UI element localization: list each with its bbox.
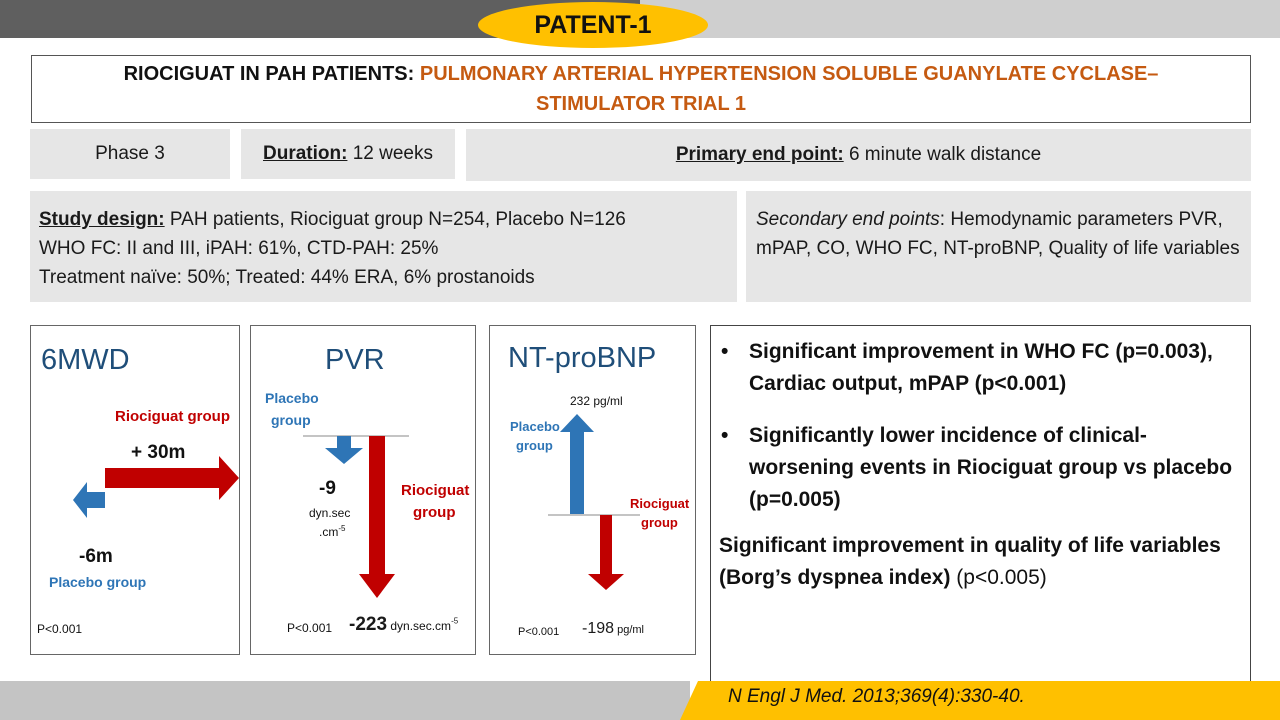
ntprobnp-riociguat-arrow: [588, 515, 624, 590]
pvr-placebo-unit-exp: -5: [338, 524, 346, 533]
ntprobnp-riociguat-unit: pg/ml: [614, 624, 644, 636]
pvr-placebo-unit-2: .cm-5: [319, 524, 346, 539]
panel-6mwd: 6MWD Riociguat group + 30m -6m Placebo g…: [30, 325, 240, 655]
pvr-p-value: P<0.001: [287, 621, 333, 635]
pvr-placebo-label-2: group: [271, 412, 311, 428]
pvr-riociguat-arrow: [359, 436, 395, 598]
secondary-label: Secondary end points: [756, 209, 940, 230]
pvr-placebo-arrow: [325, 436, 363, 464]
mwd-p-value: P<0.001: [37, 622, 83, 636]
secondary-endpoints-box: Secondary end points: Hemodynamic parame…: [746, 191, 1251, 302]
findings-list: • Significant improvement in WHO FC (p=0…: [719, 336, 1239, 594]
badge-text: PATENT-1: [534, 10, 652, 39]
pvr-placebo-value: -9: [319, 478, 336, 499]
phase-box: Phase 3: [30, 129, 230, 179]
pvr-arrows: [303, 435, 409, 598]
design-line-1: Study design: PAH patients, Riociguat gr…: [39, 205, 728, 234]
pvr-riociguat-label-1: Riociguat: [401, 482, 470, 499]
finding-text-1: Significant improvement in WHO FC (p=0.0…: [749, 340, 1213, 395]
title-main: PULMONARY ARTERIAL HYPERTENSION SOLUBLE …: [419, 63, 1159, 115]
ntprobnp-p-value: P<0.001: [518, 626, 560, 638]
primary-label: Primary end point:: [675, 144, 844, 165]
mwd-riociguat-arrow: [105, 456, 239, 500]
title-prefix: RIOCIGUAT IN PAH PATIENTS:: [123, 63, 420, 85]
finding-bullet-2: • Significantly lower incidence of clini…: [719, 420, 1239, 516]
pvr-placebo-unit-1: dyn.sec: [309, 506, 351, 520]
finding-text-2: Significantly lower incidence of clinica…: [749, 424, 1233, 511]
mwd-riociguat-label: Riociguat group: [115, 408, 230, 425]
design-line-2: WHO FC: II and III, iPAH: 61%, CTD-PAH: …: [39, 238, 439, 259]
patent-badge: PATENT-1: [478, 2, 708, 48]
panel-ntprobnp: NT-proBNP 232 pg/ml Placebo group Riocig…: [489, 325, 696, 655]
pvr-riociguat-result: -223 dyn.sec.cm-5: [349, 614, 458, 636]
mwd-riociguat-value: + 30m: [131, 442, 186, 463]
mwd-arrows: [73, 456, 239, 518]
mwd-placebo-value: -6m: [79, 546, 113, 567]
design-line1-text: PAH patients, Riociguat group N=254, Pla…: [164, 209, 626, 230]
panel-pvr: PVR Placebo group -9 dyn.sec .cm-5 Rioci…: [250, 325, 476, 655]
primary-value: 6 minute walk distance: [843, 144, 1042, 165]
ntprobnp-placebo-label-1: Placebo: [510, 419, 560, 434]
ntprobnp-riociguat-label-1: Riociguat: [630, 496, 690, 511]
finding-bullet-1: • Significant improvement in WHO FC (p=0…: [719, 336, 1239, 400]
bottom-band-gray: [0, 681, 690, 720]
ntprobnp-riociguat-result: -198 pg/ml: [582, 620, 644, 638]
ntprobnp-arrows: [548, 414, 640, 590]
citation: N Engl J Med. 2013;369(4):330-40.: [728, 686, 1025, 707]
pvr-riociguat-unit: dyn.sec.cm: [387, 619, 452, 633]
design-label: Study design:: [39, 209, 165, 230]
panel-pvr-title: PVR: [325, 344, 385, 376]
pvr-placebo-label-1: Placebo: [265, 390, 319, 406]
ntprobnp-placebo-value: 232 pg/ml: [570, 394, 623, 408]
finding-quality-of-life: Significant improvement in quality of li…: [719, 530, 1239, 594]
ntprobnp-placebo-label-2: group: [516, 438, 553, 453]
pvr-riociguat-label-2: group: [413, 504, 456, 521]
top-band-light: [640, 0, 1280, 38]
ntprobnp-riociguat-label-2: group: [641, 515, 678, 530]
slide-title: RIOCIGUAT IN PAH PATIENTS: PULMONARY ART…: [31, 55, 1251, 123]
primary-endpoint-box: Primary end point: 6 minute walk distanc…: [466, 129, 1251, 181]
qol-text: Significant improvement in quality of li…: [719, 534, 1221, 589]
ntprobnp-placebo-arrow: [560, 414, 594, 514]
ntprobnp-riociguat-value: -198: [582, 620, 615, 637]
pvr-riociguat-unit-exp: -5: [451, 616, 459, 626]
duration-box: Duration: 12 weeks: [241, 129, 455, 179]
bullet-mark: •: [721, 340, 729, 363]
pvr-riociguat-value: -223: [349, 614, 388, 635]
secondary-text: : Hemodynamic parameters PVR, mPAP, CO, …: [756, 209, 1240, 259]
study-design-box: Study design: PAH patients, Riociguat gr…: [30, 191, 737, 302]
duration-label: Duration:: [263, 143, 348, 164]
phase-text: Phase 3: [95, 143, 165, 164]
mwd-placebo-label: Placebo group: [49, 574, 147, 590]
mwd-placebo-arrow: [73, 482, 105, 518]
bullet-mark: •: [721, 424, 729, 447]
qol-p-value: (p<0.005): [956, 566, 1047, 589]
duration-value: 12 weeks: [347, 143, 433, 164]
panel-6mwd-title: 6MWD: [41, 344, 130, 376]
bottom-band-yellow: [680, 681, 1280, 720]
panel-ntprobnp-title: NT-proBNP: [508, 342, 657, 374]
design-line-3: Treatment naïve: 50%; Treated: 44% ERA, …: [39, 267, 535, 288]
findings-box: • Significant improvement in WHO FC (p=0…: [710, 325, 1251, 687]
